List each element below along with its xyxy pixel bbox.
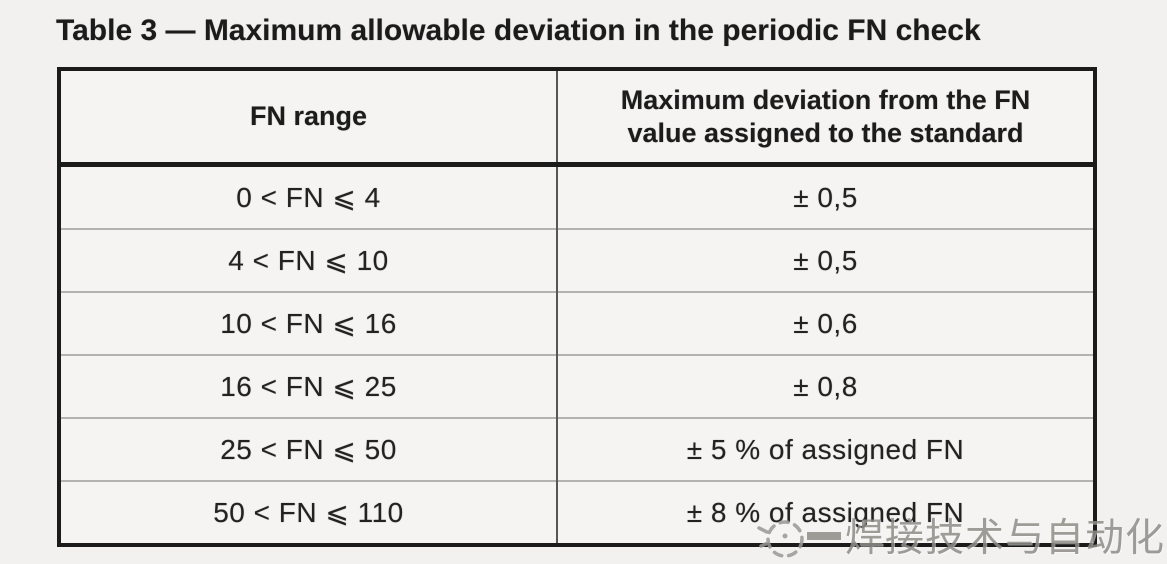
deviation-cell: ± 0,5 bbox=[556, 164, 1095, 229]
table-row: 0 < FN ⩽ 4 ± 0,5 bbox=[59, 164, 1095, 229]
column-header-fn-range-label: FN range bbox=[249, 101, 368, 132]
fn-range-cell: 50 < FN ⩽ 110 bbox=[59, 480, 557, 545]
fn-deviation-table: FN range Maximum deviation from the FN v… bbox=[57, 67, 1097, 547]
deviation-cell: ± 0,5 bbox=[556, 228, 1095, 292]
fn-range-cell: 10 < FN ⩽ 16 bbox=[59, 291, 557, 355]
fn-range-cell: 25 < FN ⩽ 50 bbox=[59, 417, 557, 481]
table-row: 16 < FN ⩽ 25 ± 0,8 bbox=[59, 354, 1095, 418]
table-row: 10 < FN ⩽ 16 ± 0,6 bbox=[59, 291, 1095, 355]
fn-range-cell: 16 < FN ⩽ 25 bbox=[59, 354, 557, 418]
watermark-text: 焊接技术与自动化 bbox=[844, 517, 1165, 560]
column-header-max-deviation: Maximum deviation from the FN value assi… bbox=[556, 69, 1095, 167]
table-header-row: FN range Maximum deviation from the FN v… bbox=[59, 69, 1095, 167]
dashed-circle-logo-icon bbox=[757, 520, 841, 558]
table-row: 50 < FN ⩽ 110 ± 8 % of assigned FN bbox=[59, 480, 1095, 545]
deviation-cell: ± 5 % of assigned FN bbox=[556, 417, 1095, 481]
page-title: Table 3 — Maximum allowable deviation in… bbox=[56, 14, 981, 47]
watermark: 焊接技术与自动化 bbox=[755, 506, 1165, 564]
deviation-cell: ± 0,8 bbox=[556, 354, 1095, 418]
table-row: 4 < FN ⩽ 10 ± 0,5 bbox=[59, 228, 1095, 292]
table-row: 25 < FN ⩽ 50 ± 5 % of assigned FN bbox=[59, 417, 1095, 481]
column-header-fn-range: FN range bbox=[59, 69, 557, 167]
deviation-cell: ± 0,6 bbox=[556, 291, 1095, 355]
fn-range-cell: 4 < FN ⩽ 10 bbox=[59, 228, 557, 292]
fn-range-cell: 0 < FN ⩽ 4 bbox=[236, 182, 381, 213]
column-header-max-deviation-label: Maximum deviation from the FN value assi… bbox=[620, 84, 1031, 148]
